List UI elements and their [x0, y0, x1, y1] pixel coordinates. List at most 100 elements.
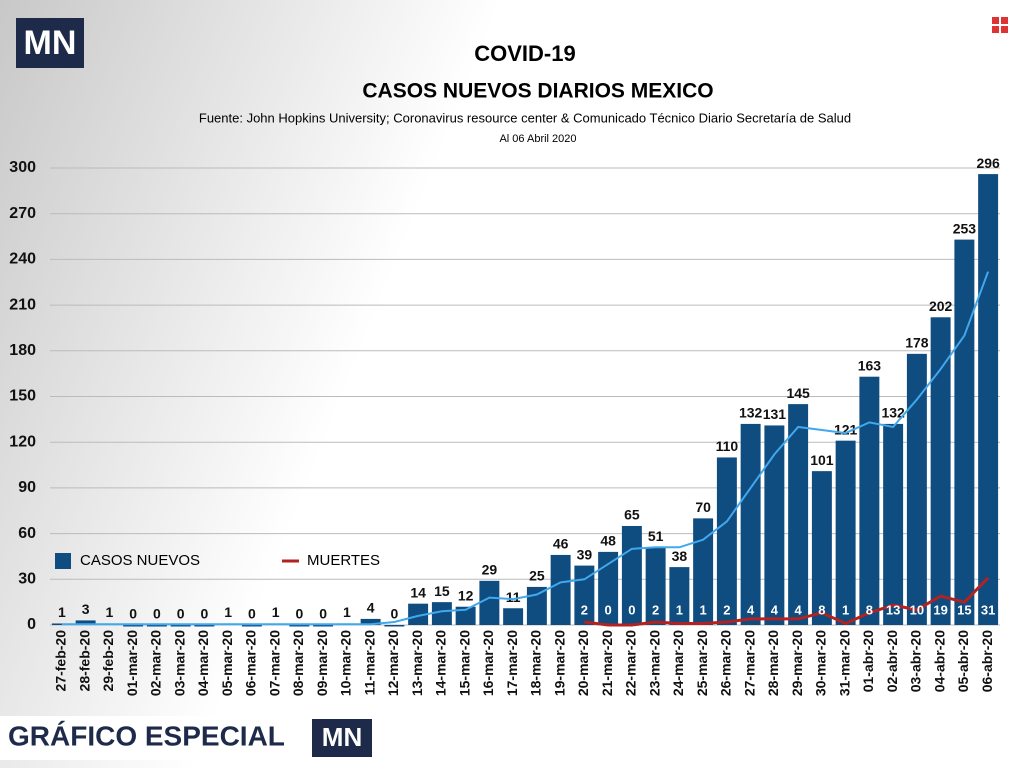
x-tick-label: 12-mar-20 [385, 630, 401, 696]
data-label: 38 [672, 548, 688, 564]
data-label: 1 [676, 602, 683, 617]
bar [883, 423, 904, 625]
data-label: 25 [529, 568, 545, 584]
y-tick-label: 30 [18, 571, 36, 588]
data-label: 1 [842, 602, 849, 617]
bar [241, 625, 262, 627]
data-label: 0 [248, 606, 256, 622]
data-label: 70 [695, 499, 711, 515]
data-label: 0 [319, 606, 327, 622]
logo: MN [24, 24, 77, 62]
data-label: 4 [747, 602, 755, 617]
data-label: 29 [482, 562, 498, 578]
x-tick-label: 29-feb-20 [100, 630, 116, 692]
footer-logo: MN [322, 722, 362, 752]
bar [978, 174, 999, 626]
data-label: 1 [105, 604, 113, 620]
bar [954, 239, 975, 625]
data-label: 0 [605, 602, 612, 617]
data-label: 2 [652, 602, 659, 617]
data-label: 132 [739, 405, 763, 421]
data-label: 163 [858, 357, 882, 373]
x-tick-label: 27-mar-20 [741, 630, 757, 696]
data-label: 12 [458, 587, 474, 603]
y-tick-label: 60 [18, 525, 36, 542]
data-label: 10 [910, 602, 924, 617]
bar [835, 440, 856, 625]
bar [693, 518, 714, 625]
x-tick-label: 18-mar-20 [528, 630, 544, 696]
data-label: 1 [700, 602, 707, 617]
line [61, 271, 990, 626]
data-label: 0 [200, 606, 208, 622]
bar [431, 602, 452, 625]
logo-box [16, 18, 84, 68]
x-tick-label: 05-abr-20 [955, 630, 971, 692]
x-tick-label: 28-feb-20 [76, 630, 92, 692]
bar [645, 547, 666, 625]
x-tick-label: 01-mar-20 [124, 630, 140, 696]
bar [170, 625, 191, 627]
data-label: 3 [82, 601, 90, 617]
x-tick-label: 23-mar-20 [646, 630, 662, 696]
data-label: 8 [818, 602, 825, 617]
x-tick-label: 06-mar-20 [243, 630, 259, 696]
data-label: 13 [886, 602, 900, 617]
bar [811, 471, 832, 625]
bar [146, 625, 167, 627]
y-tick-label: 240 [9, 251, 36, 268]
bar [384, 625, 405, 627]
data-label: 1 [343, 604, 351, 620]
data-label: 46 [553, 536, 569, 552]
x-tick-label: 29-mar-20 [789, 630, 805, 696]
y-tick-label: 270 [9, 205, 36, 222]
data-label: 131 [763, 406, 787, 422]
data-label: 19 [933, 602, 947, 617]
bar [764, 425, 785, 625]
y-tick-label: 180 [9, 342, 36, 359]
x-tick-label: 20-mar-20 [575, 630, 591, 696]
bar [360, 618, 381, 625]
x-tick-label: 25-mar-20 [694, 630, 710, 696]
data-label: 15 [434, 583, 450, 599]
bar [906, 353, 927, 625]
data-label: 0 [295, 606, 303, 622]
x-tick-label: 04-abr-20 [931, 630, 947, 692]
y-tick-label: 210 [9, 296, 36, 313]
x-tick-label: 21-mar-20 [599, 630, 615, 696]
menu-icon[interactable] [992, 17, 1008, 33]
bar [550, 554, 571, 625]
footer: GRÁFICO ESPECIAL [8, 720, 285, 751]
x-tick-label: 17-mar-20 [504, 630, 520, 696]
x-tick-label: 30-mar-20 [813, 630, 829, 696]
date-note: Al 06 Abril 2020 [499, 133, 576, 145]
bar [930, 317, 951, 625]
x-tick-label: 02-abr-20 [884, 630, 900, 692]
data-label: 253 [953, 220, 977, 236]
x-tick-label: 31-mar-20 [836, 630, 852, 696]
x-tick-label: 28-mar-20 [765, 630, 781, 696]
data-label: 48 [600, 533, 616, 549]
data-label: 14 [410, 584, 426, 600]
x-tick-label: 10-mar-20 [338, 630, 354, 696]
bar [479, 580, 500, 625]
x-tick-label: 05-mar-20 [219, 630, 235, 696]
legend-label: CASOS NUEVOS [80, 552, 200, 569]
data-label: 202 [929, 298, 953, 314]
data-label: 51 [648, 528, 664, 544]
x-tick-label: 01-abr-20 [860, 630, 876, 692]
data-label: 1 [224, 604, 232, 620]
bar [669, 567, 690, 625]
bar [740, 423, 761, 625]
x-tick-label: 02-mar-20 [148, 630, 164, 696]
source: Fuente: John Hopkins University; Coronav… [199, 110, 851, 125]
bar [408, 603, 429, 625]
data-label: 132 [881, 405, 905, 421]
data-label: 39 [577, 546, 593, 562]
data-label: 31 [981, 602, 995, 617]
data-label: 0 [390, 606, 398, 622]
x-tick-label: 26-mar-20 [718, 630, 734, 696]
bar [598, 551, 619, 625]
data-label: 0 [177, 606, 185, 622]
